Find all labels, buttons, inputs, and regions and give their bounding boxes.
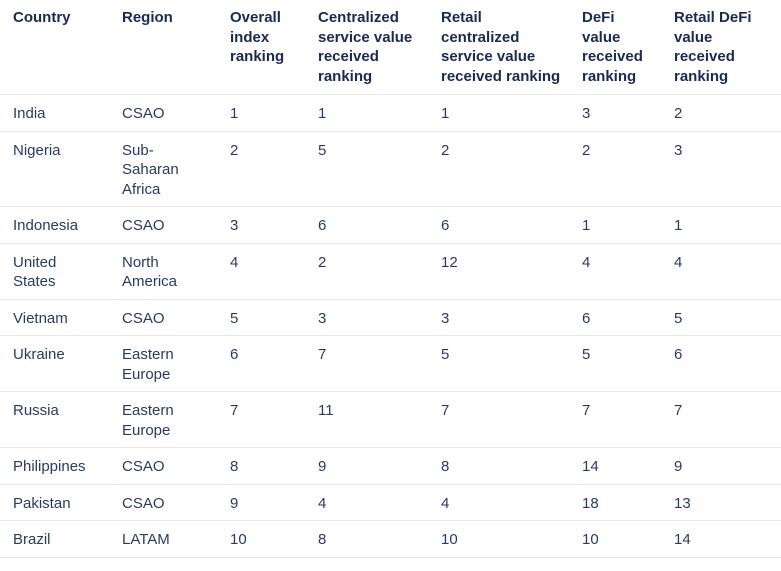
cell-region: CSAO [109, 299, 217, 336]
cell-overall-index-ranking: 1 [217, 94, 305, 132]
cell-country: Pakistan [0, 484, 109, 521]
cell-centralized-service-ranking: 9 [305, 447, 428, 485]
header-country: Country [0, 0, 109, 95]
cell-retail-centralized-service-ranking: 7 [428, 391, 569, 448]
cell-retail-defi-ranking: 6 [661, 335, 781, 392]
cell-retail-centralized-service-ranking: 4 [428, 484, 569, 521]
header-centralized-service-ranking: Centralized service value received ranki… [305, 0, 428, 95]
cell-overall-index-ranking: 3 [217, 206, 305, 244]
header-retail-centralized-service-ranking: Retail centralized service value receive… [428, 0, 569, 95]
table-row: Ukraine Eastern Europe 6 7 5 5 6 [0, 335, 781, 392]
cell-defi-ranking: 14 [569, 447, 661, 485]
cell-retail-centralized-service-ranking: 3 [428, 299, 569, 336]
cell-retail-centralized-service-ranking: 1 [428, 94, 569, 132]
cell-country: Indonesia [0, 206, 109, 244]
cell-retail-centralized-service-ranking: 6 [428, 206, 569, 244]
cell-overall-index-ranking: 9 [217, 484, 305, 521]
cell-overall-index-ranking: 2 [217, 131, 305, 207]
cell-country: Vietnam [0, 299, 109, 336]
cell-overall-index-ranking: 10 [217, 520, 305, 558]
cell-centralized-service-ranking: 8 [305, 520, 428, 558]
cell-country: Russia [0, 391, 109, 448]
table-row: Nigeria Sub-Saharan Africa 2 5 2 2 3 [0, 131, 781, 207]
cell-retail-defi-ranking: 2 [661, 94, 781, 132]
cell-region: CSAO [109, 484, 217, 521]
cell-country: Ukraine [0, 335, 109, 392]
cell-retail-defi-ranking: 3 [661, 131, 781, 207]
cell-region: North America [109, 243, 217, 300]
cell-region: Eastern Europe [109, 391, 217, 448]
cell-overall-index-ranking: 8 [217, 447, 305, 485]
cell-defi-ranking: 7 [569, 391, 661, 448]
table-row: United States North America 4 2 12 4 4 [0, 243, 781, 300]
cell-region: Eastern Europe [109, 335, 217, 392]
cell-country: Philippines [0, 447, 109, 485]
cell-centralized-service-ranking: 1 [305, 94, 428, 132]
cell-defi-ranking: 2 [569, 131, 661, 207]
cell-centralized-service-ranking: 5 [305, 131, 428, 207]
cell-retail-defi-ranking: 14 [661, 520, 781, 558]
table-row: Philippines CSAO 8 9 8 14 9 [0, 447, 781, 485]
cell-centralized-service-ranking: 2 [305, 243, 428, 300]
table-row: Brazil LATAM 10 8 10 10 14 [0, 520, 781, 558]
cell-centralized-service-ranking: 3 [305, 299, 428, 336]
cell-centralized-service-ranking: 11 [305, 391, 428, 448]
cell-retail-defi-ranking: 7 [661, 391, 781, 448]
cell-centralized-service-ranking: 6 [305, 206, 428, 244]
cell-defi-ranking: 3 [569, 94, 661, 132]
cell-region: LATAM [109, 520, 217, 558]
cell-retail-defi-ranking: 1 [661, 206, 781, 244]
cell-defi-ranking: 1 [569, 206, 661, 244]
cell-retail-defi-ranking: 9 [661, 447, 781, 485]
cell-country: India [0, 94, 109, 132]
header-defi-ranking: DeFi value received ranking [569, 0, 661, 95]
cell-region: CSAO [109, 447, 217, 485]
cell-overall-index-ranking: 7 [217, 391, 305, 448]
country-ranking-table: Country Region Overall index ranking Cen… [0, 0, 781, 558]
cell-centralized-service-ranking: 7 [305, 335, 428, 392]
table-row: Russia Eastern Europe 7 11 7 7 7 [0, 391, 781, 448]
cell-defi-ranking: 18 [569, 484, 661, 521]
cell-region: Sub-Saharan Africa [109, 131, 217, 207]
table-header: Country Region Overall index ranking Cen… [0, 0, 781, 95]
cell-region: CSAO [109, 94, 217, 132]
cell-retail-centralized-service-ranking: 2 [428, 131, 569, 207]
cell-defi-ranking: 10 [569, 520, 661, 558]
cell-retail-defi-ranking: 13 [661, 484, 781, 521]
cell-overall-index-ranking: 5 [217, 299, 305, 336]
header-row: Country Region Overall index ranking Cen… [0, 0, 781, 95]
cell-country: Brazil [0, 520, 109, 558]
table-row: Vietnam CSAO 5 3 3 6 5 [0, 299, 781, 336]
cell-overall-index-ranking: 6 [217, 335, 305, 392]
cell-overall-index-ranking: 4 [217, 243, 305, 300]
cell-retail-defi-ranking: 5 [661, 299, 781, 336]
cell-retail-centralized-service-ranking: 5 [428, 335, 569, 392]
cell-retail-centralized-service-ranking: 10 [428, 520, 569, 558]
table-row: India CSAO 1 1 1 3 2 [0, 94, 781, 132]
cell-country: United States [0, 243, 109, 300]
cell-country: Nigeria [0, 131, 109, 207]
cell-defi-ranking: 6 [569, 299, 661, 336]
table-body: India CSAO 1 1 1 3 2 Nigeria Sub-Saharan Africa 2… [0, 94, 781, 558]
header-region: Region [109, 0, 217, 95]
cell-retail-centralized-service-ranking: 8 [428, 447, 569, 485]
cell-defi-ranking: 5 [569, 335, 661, 392]
table-row: Pakistan CSAO 9 4 4 18 13 [0, 484, 781, 521]
table-row: Indonesia CSAO 3 6 6 1 1 [0, 206, 781, 244]
header-overall-index-ranking: Overall index ranking [217, 0, 305, 95]
cell-retail-centralized-service-ranking: 12 [428, 243, 569, 300]
header-retail-defi-ranking: Retail DeFi value received ranking [661, 0, 781, 95]
cell-retail-defi-ranking: 4 [661, 243, 781, 300]
cell-defi-ranking: 4 [569, 243, 661, 300]
cell-region: CSAO [109, 206, 217, 244]
cell-centralized-service-ranking: 4 [305, 484, 428, 521]
